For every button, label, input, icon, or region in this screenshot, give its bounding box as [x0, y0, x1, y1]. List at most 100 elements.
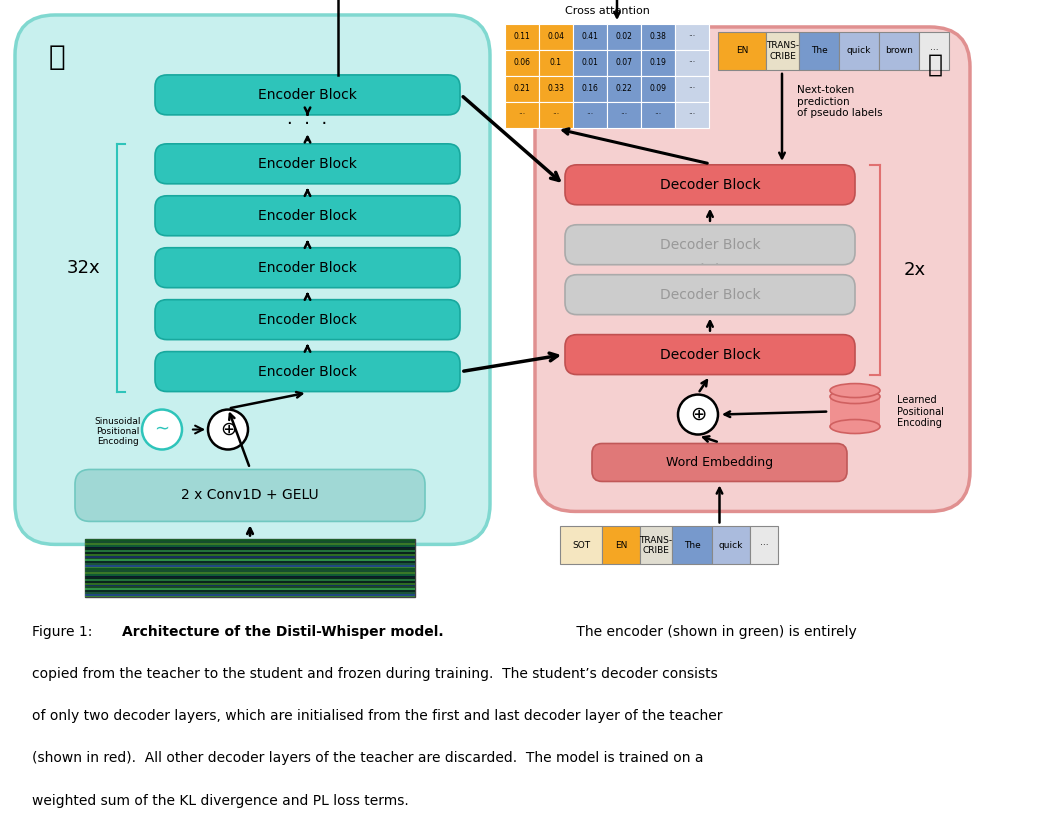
- Bar: [607, 50, 641, 76]
- Bar: [750, 526, 778, 564]
- Bar: [85, 550, 415, 552]
- Bar: [505, 24, 539, 50]
- Text: Next-token
prediction
of pseudo labels: Next-token prediction of pseudo labels: [797, 85, 883, 118]
- Bar: [830, 397, 880, 427]
- Text: EN: EN: [736, 47, 748, 56]
- Text: ·  ·: · ·: [700, 258, 719, 273]
- Text: quick: quick: [847, 47, 871, 56]
- Text: ···: ···: [621, 110, 627, 119]
- Text: Encoder Block: Encoder Block: [258, 365, 356, 378]
- Bar: [85, 592, 415, 594]
- Text: 0.04: 0.04: [547, 33, 564, 41]
- Bar: [85, 561, 415, 563]
- Bar: [85, 570, 415, 572]
- Text: ···: ···: [689, 33, 696, 41]
- Bar: [641, 102, 675, 128]
- Bar: [641, 50, 675, 76]
- Bar: [641, 76, 675, 102]
- Bar: [573, 24, 607, 50]
- FancyBboxPatch shape: [75, 470, 425, 521]
- Text: ···: ···: [929, 47, 938, 56]
- Text: 0.06: 0.06: [514, 58, 530, 67]
- Bar: [85, 572, 415, 574]
- Text: Word Embedding: Word Embedding: [666, 456, 773, 469]
- Bar: [839, 32, 879, 70]
- Ellipse shape: [830, 389, 880, 404]
- Text: 32x: 32x: [66, 259, 100, 277]
- Bar: [799, 32, 839, 70]
- Bar: [607, 102, 641, 128]
- Text: The: The: [811, 47, 828, 56]
- Bar: [85, 568, 415, 570]
- Text: Sinusoidal
Positional
Encoding: Sinusoidal Positional Encoding: [94, 416, 141, 447]
- Bar: [766, 32, 799, 70]
- Bar: [573, 50, 607, 76]
- Bar: [712, 526, 750, 564]
- Text: Learned
Positional
Encoding: Learned Positional Encoding: [897, 395, 944, 428]
- Text: 0.33: 0.33: [547, 85, 564, 94]
- Text: 0.1: 0.1: [550, 58, 562, 67]
- Text: ···: ···: [689, 110, 696, 119]
- FancyBboxPatch shape: [155, 195, 460, 236]
- Text: 0.09: 0.09: [649, 85, 666, 94]
- Bar: [85, 552, 415, 554]
- Text: Cross attention: Cross attention: [564, 6, 649, 16]
- Bar: [85, 595, 415, 598]
- Bar: [85, 548, 415, 550]
- Bar: [85, 583, 415, 585]
- FancyBboxPatch shape: [155, 248, 460, 287]
- Text: ⊕: ⊕: [690, 405, 707, 424]
- Bar: [919, 32, 949, 70]
- Text: 2x: 2x: [904, 261, 926, 278]
- Text: ···: ···: [760, 541, 768, 550]
- Text: Decoder Block: Decoder Block: [660, 178, 761, 192]
- Bar: [85, 590, 415, 592]
- FancyBboxPatch shape: [155, 300, 460, 340]
- Bar: [85, 543, 415, 545]
- Text: Decoder Block: Decoder Block: [660, 238, 761, 252]
- Text: weighted sum of the KL divergence and PL loss terms.: weighted sum of the KL divergence and PL…: [32, 794, 408, 808]
- Text: Encoder Block: Encoder Block: [258, 261, 356, 275]
- Bar: [560, 526, 602, 564]
- Text: 0.02: 0.02: [615, 33, 632, 41]
- Circle shape: [208, 410, 248, 449]
- FancyBboxPatch shape: [566, 275, 855, 314]
- Text: (shown in red).  All other decoder layers of the teacher are discarded.  The mod: (shown in red). All other decoder layers…: [32, 751, 703, 765]
- Bar: [505, 50, 539, 76]
- FancyBboxPatch shape: [535, 27, 970, 511]
- Bar: [675, 50, 709, 76]
- FancyBboxPatch shape: [155, 75, 460, 115]
- Bar: [718, 32, 766, 70]
- Bar: [85, 576, 415, 577]
- Bar: [85, 589, 415, 590]
- Bar: [85, 539, 415, 598]
- Bar: [879, 32, 919, 70]
- Text: SOT: SOT: [572, 541, 590, 550]
- Text: EN: EN: [614, 541, 627, 550]
- Text: Decoder Block: Decoder Block: [660, 287, 761, 301]
- Text: ⊕: ⊕: [220, 420, 237, 439]
- Text: ···: ···: [689, 85, 696, 94]
- Text: ···: ···: [587, 110, 593, 119]
- Text: 0.41: 0.41: [581, 33, 598, 41]
- Bar: [85, 565, 415, 566]
- Bar: [505, 102, 539, 128]
- Text: 2 x Conv1D + GELU: 2 x Conv1D + GELU: [181, 488, 318, 502]
- Text: ···: ···: [689, 58, 696, 67]
- Text: Encoder Block: Encoder Block: [258, 313, 356, 327]
- Text: 0.16: 0.16: [581, 85, 598, 94]
- Text: 0.21: 0.21: [514, 85, 530, 94]
- Text: of only two decoder layers, which are initialised from the first and last decode: of only two decoder layers, which are in…: [32, 709, 723, 723]
- Text: ···: ···: [553, 110, 559, 119]
- Bar: [85, 541, 415, 543]
- Bar: [85, 559, 415, 561]
- Bar: [85, 585, 415, 586]
- Bar: [85, 574, 415, 576]
- Bar: [85, 581, 415, 583]
- Bar: [505, 76, 539, 102]
- Bar: [602, 526, 640, 564]
- Ellipse shape: [830, 420, 880, 433]
- Text: The encoder (shown in green) is entirely: The encoder (shown in green) is entirely: [572, 625, 856, 639]
- Bar: [85, 539, 415, 541]
- Bar: [85, 577, 415, 580]
